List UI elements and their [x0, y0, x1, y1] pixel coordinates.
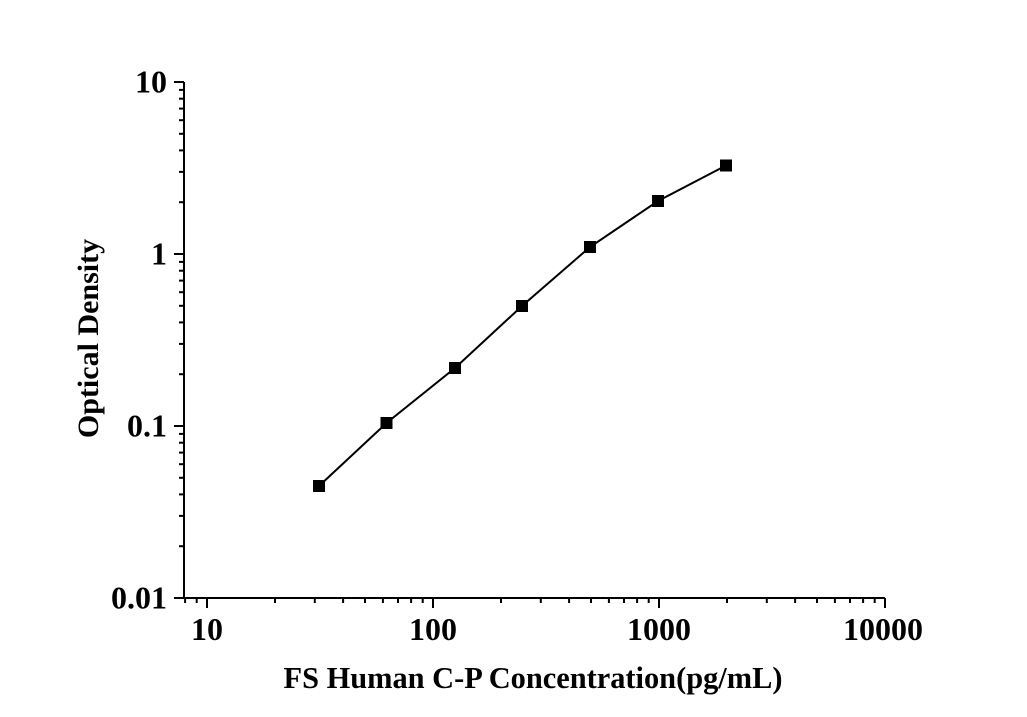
svg-text:0.1: 0.1	[127, 408, 167, 444]
svg-text:0.01: 0.01	[111, 580, 167, 616]
svg-text:FS Human C-P Concentration(pg/: FS Human C-P Concentration(pg/mL)	[284, 661, 783, 695]
svg-text:10000: 10000	[843, 611, 923, 647]
svg-text:1: 1	[151, 236, 167, 272]
svg-text:100: 100	[409, 611, 457, 647]
svg-text:10: 10	[135, 64, 167, 100]
svg-text:1000: 1000	[627, 611, 691, 647]
svg-text:Optical Density: Optical Density	[72, 239, 105, 438]
svg-text:10: 10	[191, 611, 223, 647]
